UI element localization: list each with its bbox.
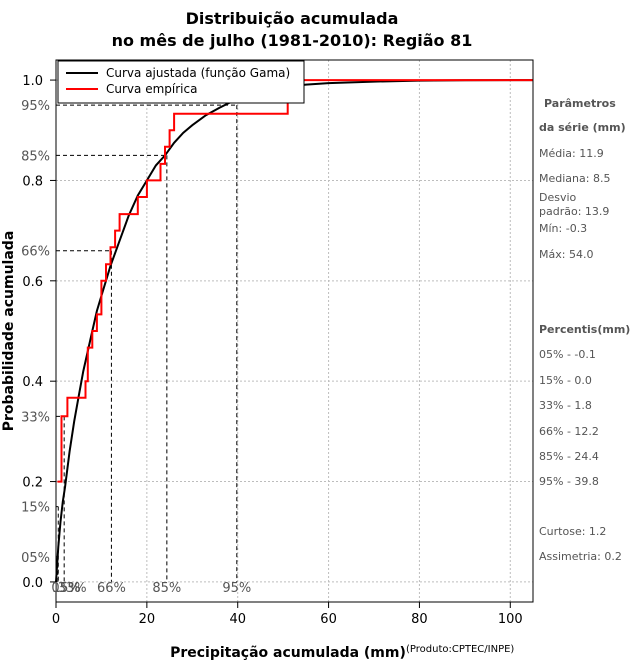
stat-mediana: Mediana: 8.5 bbox=[539, 172, 610, 185]
stat-min: Mín: -0.3 bbox=[539, 222, 587, 235]
legend-label-empirical: Curva empírica bbox=[106, 82, 197, 96]
x-tick-label: 80 bbox=[411, 612, 428, 627]
legend-box bbox=[57, 60, 305, 104]
x-tick-label: 0 bbox=[52, 612, 60, 627]
credit-note: (Produto:CPTEC/INPE) bbox=[406, 644, 514, 655]
x-axis-ticks: 0 20 40 60 80 100 bbox=[52, 602, 523, 627]
bottom-percentile-label: 33% bbox=[58, 581, 87, 596]
y-percentile-labels: 05% 15% 33% 66% 85% 95% bbox=[21, 99, 50, 566]
stat-desvio-2: padrão: 13.9 bbox=[539, 205, 609, 218]
percentil-05: 05% - -0.1 bbox=[539, 348, 596, 361]
y-tick-label: 0.2 bbox=[22, 476, 43, 491]
percentil-85: 85% - 24.4 bbox=[539, 450, 599, 463]
x-tick-label: 20 bbox=[139, 612, 156, 627]
y-percentile-label: 05% bbox=[21, 551, 50, 566]
percentil-95: 95% - 39.8 bbox=[539, 475, 599, 488]
chart-title-line1: Distribuição acumulada bbox=[186, 9, 399, 28]
bottom-percentile-label: 05% bbox=[51, 581, 80, 596]
bottom-percentile-label: 85% bbox=[152, 581, 181, 596]
stat-media: Média: 11.9 bbox=[539, 147, 604, 160]
legend-label-fitted: Curva ajustada (função Gama) bbox=[106, 66, 290, 80]
grid-lines bbox=[56, 60, 533, 602]
bottom-percentile-label: 15% bbox=[52, 581, 81, 596]
y-axis-label: Probabilidade acumulada bbox=[1, 231, 17, 432]
x-tick-label: 40 bbox=[229, 612, 246, 627]
bottom-percentile-labels: 05%15%33% 66% 85% 95% bbox=[51, 581, 251, 596]
y-axis-ticks: 0.0 0.2 0.4 0.6 0.8 1.0 bbox=[22, 74, 56, 591]
y-percentile-label: 15% bbox=[21, 501, 50, 516]
y-tick-label: 0.6 bbox=[22, 275, 43, 290]
x-tick-label: 100 bbox=[498, 612, 523, 627]
x-tick-label: 60 bbox=[320, 612, 337, 627]
bottom-percentile-label: 66% bbox=[97, 581, 126, 596]
plot-frame bbox=[55, 59, 534, 603]
stat-desvio-1: Desvio bbox=[539, 191, 577, 204]
chart-title-line2: no mês de julho (1981-2010): Região 81 bbox=[112, 31, 473, 50]
y-tick-label: 1.0 bbox=[22, 74, 43, 89]
y-percentile-label: 33% bbox=[21, 410, 50, 425]
side-panel: Parâmetros da série (mm) Média: 11.9 Med… bbox=[539, 97, 630, 563]
legend: Curva ajustada (função Gama) Curva empír… bbox=[57, 60, 305, 104]
y-percentile-label: 66% bbox=[21, 245, 50, 260]
stat-max: Máx: 54.0 bbox=[539, 248, 593, 261]
params-heading-2: da série (mm) bbox=[539, 121, 626, 134]
y-tick-label: 0.4 bbox=[22, 375, 43, 390]
y-tick-label: 0.8 bbox=[22, 174, 43, 189]
y-percentile-label: 85% bbox=[21, 149, 50, 164]
percentis-heading: Percentis(mm) bbox=[539, 323, 630, 336]
stat-assimetria: Assimetria: 0.2 bbox=[539, 550, 622, 563]
percentil-66: 66% - 12.2 bbox=[539, 425, 599, 438]
params-heading-1: Parâmetros bbox=[544, 97, 616, 110]
percentil-33: 33% - 1.8 bbox=[539, 399, 592, 412]
y-tick-label: 0.0 bbox=[22, 576, 43, 591]
percentil-15: 15% - 0.0 bbox=[539, 374, 592, 387]
bottom-percentile-label: 95% bbox=[222, 581, 251, 596]
y-percentile-label: 95% bbox=[21, 99, 50, 114]
series-empirical-line bbox=[57, 79, 533, 483]
x-axis-label: Precipitação acumulada (mm) bbox=[170, 645, 406, 660]
stat-curtose: Curtose: 1.2 bbox=[539, 525, 606, 538]
